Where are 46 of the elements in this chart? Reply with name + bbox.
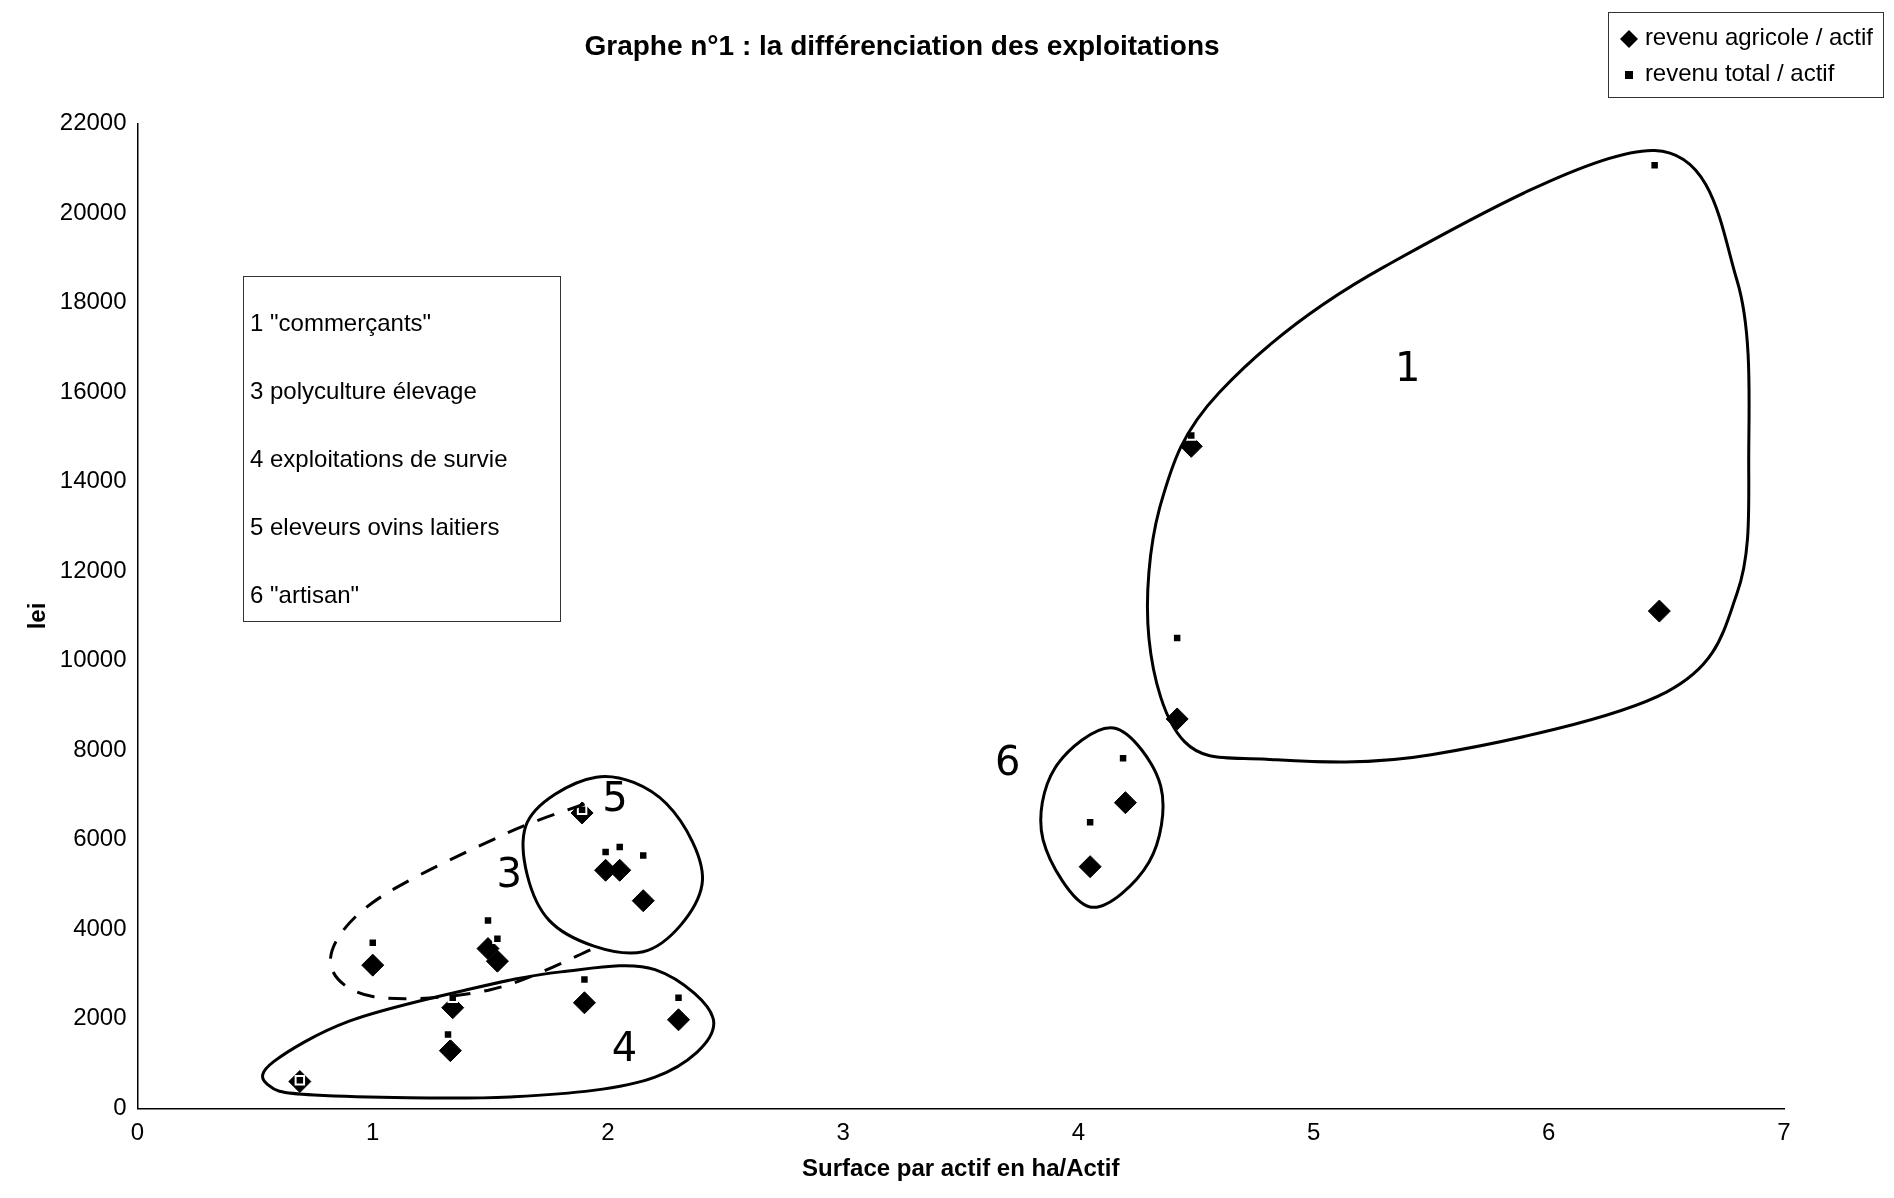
x-tick-label: 0 bbox=[130, 1118, 145, 1146]
point bbox=[631, 889, 655, 913]
y-tick-label: 0 bbox=[113, 1093, 127, 1121]
annotation: 6 bbox=[995, 737, 1021, 784]
point bbox=[1647, 599, 1671, 623]
annotation: 3 bbox=[496, 849, 522, 896]
y-tick-label: 12000 bbox=[59, 555, 127, 583]
annotation: 6 "artisan" bbox=[250, 580, 361, 610]
legend-label: revenu total / actif bbox=[1643, 58, 1836, 88]
point bbox=[485, 949, 509, 973]
annotation: 4 bbox=[611, 1024, 638, 1071]
y-tick-label: 10000 bbox=[59, 645, 127, 673]
y-tick-label: 8000 bbox=[73, 734, 127, 762]
x-tick-label: 3 bbox=[836, 1118, 850, 1146]
annotation: 4 exploitations de survie bbox=[250, 444, 509, 474]
point bbox=[476, 937, 500, 961]
x-tick-label: 5 bbox=[1306, 1118, 1321, 1146]
y-tick-label: 18000 bbox=[59, 287, 127, 315]
annotation: 5 eleveurs ovins laitiers bbox=[250, 512, 501, 542]
x-tick-label: 4 bbox=[1071, 1118, 1086, 1146]
annotation: 1 bbox=[1394, 343, 1421, 390]
y-tick-label: 20000 bbox=[59, 197, 127, 225]
y-axis-title: lei bbox=[23, 602, 51, 630]
x-tick-label: 7 bbox=[1777, 1118, 1791, 1146]
point bbox=[1165, 707, 1189, 731]
x-tick-label: 2 bbox=[601, 1118, 615, 1146]
point bbox=[1113, 791, 1137, 815]
annotation: 5 bbox=[602, 773, 628, 820]
chart-title: Graphe n°1 : la différenciation des exploitations bbox=[584, 29, 1220, 61]
annotation: 1 "commerçants" bbox=[250, 308, 433, 338]
point bbox=[1078, 855, 1102, 879]
y-tick-label: 6000 bbox=[73, 824, 127, 852]
point bbox=[438, 1039, 462, 1063]
x-tick-label: 1 bbox=[366, 1118, 380, 1146]
point bbox=[572, 991, 596, 1015]
point bbox=[361, 953, 385, 977]
y-tick-label: 16000 bbox=[59, 376, 127, 404]
y-tick-label: 2000 bbox=[73, 1003, 127, 1031]
x-tick-label: 6 bbox=[1542, 1118, 1556, 1146]
x-axis-title: Surface par actif en ha/Actif bbox=[802, 1154, 1121, 1182]
legend-label: revenu agricole / actif bbox=[1643, 22, 1873, 52]
y-tick-label: 14000 bbox=[59, 466, 127, 494]
y-tick-label: 22000 bbox=[59, 108, 127, 136]
point bbox=[667, 1008, 691, 1032]
annotation: 3 polyculture élevage bbox=[250, 376, 478, 406]
y-tick-label: 4000 bbox=[73, 913, 127, 941]
